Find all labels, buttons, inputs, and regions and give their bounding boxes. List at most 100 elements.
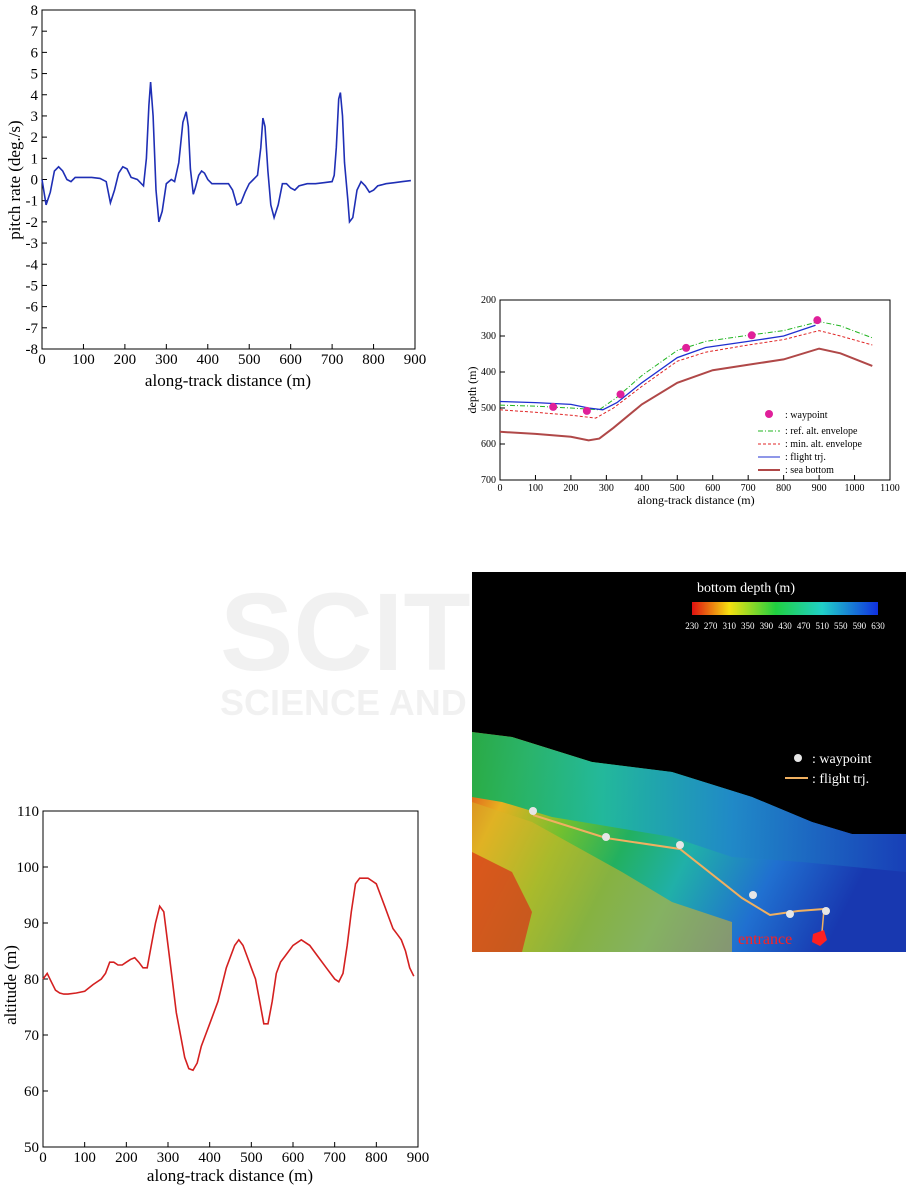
series-line: [499, 347, 873, 442]
y-tick-label: 100: [17, 860, 40, 876]
colorbar-tick-label: 630: [871, 621, 885, 631]
y-tick-label: -5: [26, 278, 39, 294]
y-tick-label: 300: [481, 331, 496, 342]
y-tick-label: 500: [481, 403, 496, 414]
terrain-upper: [472, 732, 906, 872]
x-tick-label: 0: [38, 352, 46, 368]
map-waypoint: [822, 907, 830, 915]
x-tick-label: 600: [282, 1150, 305, 1166]
x-tick-label: 400: [197, 352, 220, 368]
bottom-depth-svg: bottom depth (m) 230 270 310 350 390 430 470 51…: [472, 572, 906, 952]
x-tick-label: 0: [498, 483, 503, 494]
waypoint-marker: [616, 390, 625, 399]
y-tick-label: 70: [24, 1028, 39, 1044]
x-tick-label: 100: [73, 1150, 96, 1166]
terrain-slope: [472, 802, 732, 952]
plot-frame: [41, 9, 416, 350]
pitch-rate-xlabel: along-track distance (m): [145, 371, 311, 390]
waypoint-marker: [549, 402, 558, 411]
y-tick-label: 60: [24, 1084, 39, 1100]
x-tick-label: 900: [812, 483, 827, 494]
altitude-chart: 0 100 200 300 400 500 600 700 800 900 50 60 70 80 90 10…: [0, 795, 440, 1187]
x-tick-label: 0: [39, 1150, 47, 1166]
pitch-rate-svg: 0 100 200 300 400 500 600 700 800 900 -8 -7 -6 -5 -4 -3…: [5, 3, 426, 390]
altitude-ylabel: altitude (m): [1, 945, 20, 1025]
y-tick-label: -1: [26, 194, 39, 210]
y-tick-label: -7: [26, 321, 39, 337]
colorbar-tick-label: 470: [797, 621, 811, 631]
x-tick-label: 200: [563, 483, 578, 494]
y-tick-label: -4: [26, 257, 39, 273]
y-tick-label: 50: [24, 1140, 39, 1156]
colorbar-tick-label: 550: [834, 621, 848, 631]
colorbar-tick-label: 350: [741, 621, 755, 631]
x-tick-label: 1100: [880, 483, 900, 494]
colorbar-tick-label: 230: [685, 621, 699, 631]
x-tick-label: 800: [776, 483, 791, 494]
legend-min-label: : min. alt. envelope: [785, 439, 862, 450]
pitch-rate-ylabel: pitch rate (deg./s): [5, 120, 24, 239]
plot-frame: [42, 810, 419, 1148]
y-tick-label: -2: [26, 215, 39, 231]
depth-xlabel: along-track distance (m): [637, 493, 754, 507]
y-tick-label: 6: [31, 45, 39, 61]
x-tick-label: 400: [634, 483, 649, 494]
x-tick-label: 600: [705, 483, 720, 494]
y-tick-label: 1: [31, 151, 39, 167]
y-tick-label: -6: [26, 300, 39, 316]
x-tick-label: 300: [599, 483, 614, 494]
x-tick-label: 200: [114, 352, 137, 368]
altitude-xlabel: along-track distance (m): [147, 1166, 313, 1185]
map-legend-waypoint-marker: [794, 754, 802, 762]
waypoint-marker: [813, 316, 822, 325]
x-tick-label: 800: [362, 352, 385, 368]
waypoint-marker: [682, 343, 691, 352]
x-tick-label: 100: [528, 483, 543, 494]
series-line: [42, 877, 415, 1072]
depth-svg: 0 100 200 300 400 500 600 700 800 900 1000 1100 200 3…: [465, 295, 900, 507]
map-waypoint: [602, 833, 610, 841]
plot-frame: [499, 299, 891, 481]
y-tick-label: -8: [26, 342, 39, 358]
depth-legend: : waypoint : ref. alt. envelope : min. a…: [758, 410, 862, 476]
colorbar-ticks: 230 270 310 350 390 430 470 510 550 590 630: [685, 621, 885, 631]
x-tick-label: 100: [72, 352, 95, 368]
y-tick-label: 80: [24, 972, 39, 988]
x-tick-label: 300: [157, 1150, 180, 1166]
series-line: [499, 324, 816, 411]
map-waypoint: [676, 841, 684, 849]
x-tick-label: 700: [321, 352, 344, 368]
map-legend-waypoint-label: : waypoint: [812, 752, 872, 767]
y-tick-label: 90: [24, 916, 39, 932]
colorbar: [692, 602, 878, 615]
legend-bottom-label: : sea bottom: [785, 465, 834, 476]
waypoint-marker: [747, 331, 756, 340]
colorbar-tick-label: 390: [760, 621, 774, 631]
y-tick-label: 4: [31, 88, 39, 104]
depth-chart: 0 100 200 300 400 500 600 700 800 900 1000 1100 200 3…: [460, 290, 906, 515]
waypoint-marker: [582, 406, 591, 415]
y-tick-label: 400: [481, 367, 496, 378]
terrain-red-zone: [472, 852, 532, 952]
depth-ylabel: depth (m): [465, 367, 479, 414]
y-tick-label: 5: [31, 67, 39, 83]
bottom-depth-map: bottom depth (m) 230 270 310 350 390 430 470 51…: [472, 572, 906, 952]
map-waypoints: [529, 807, 830, 918]
y-tick-label: 2: [31, 130, 39, 146]
y-tick-label: 3: [31, 109, 39, 125]
legend-ref-label: : ref. alt. envelope: [785, 426, 858, 437]
series-line: [41, 81, 411, 225]
entrance-label: entrance: [738, 931, 792, 948]
x-tick-label: 600: [279, 352, 302, 368]
altitude-svg: 0 100 200 300 400 500 600 700 800 900 50 60 70 80 90 10…: [1, 804, 429, 1185]
legend-flight-label: : flight trj.: [785, 452, 826, 463]
y-tick-label: 7: [31, 24, 39, 40]
colorbar-tick-label: 510: [815, 621, 829, 631]
colorbar-tick-label: 270: [704, 621, 718, 631]
series-line: [499, 321, 873, 411]
x-tick-label: 500: [238, 352, 261, 368]
y-tick-label: -3: [26, 236, 39, 252]
x-tick-label: 300: [155, 352, 178, 368]
legend-waypoint-label: : waypoint: [785, 410, 828, 421]
y-tick-label: 0: [31, 173, 39, 189]
